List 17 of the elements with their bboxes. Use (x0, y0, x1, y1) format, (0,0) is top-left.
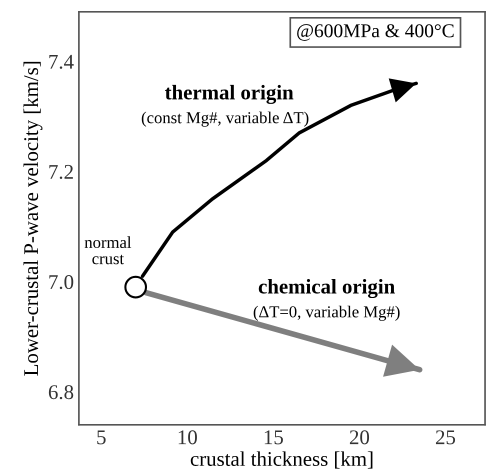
annotation: (const Mg#, variable ΔT) (142, 112, 308, 127)
y-tick-label: 7.0 (49, 275, 74, 290)
y-axis-title: Lower-crustal P-wave velocity [km/s] (23, 62, 42, 376)
annotation: @600MPa & 400°C (297, 24, 454, 41)
x-tick-label: 25 (436, 430, 456, 444)
annotation: (ΔT=0, variable Mg#) (254, 306, 400, 321)
x-axis-title: crustal thickness [km] (190, 451, 372, 469)
annotation: normal crust (84, 236, 132, 264)
x-tick-label: 10 (178, 430, 197, 444)
x-tick-label: 5 (97, 430, 106, 444)
y-tick-label: 7.2 (49, 164, 73, 180)
series-label: chemical origin (258, 278, 395, 298)
x-tick-label: 20 (350, 430, 370, 444)
y-tick-label: 6.8 (48, 385, 74, 400)
x-tick-label: 15 (264, 430, 283, 444)
series-label: thermal origin (164, 84, 294, 104)
y-tick-label: 7.4 (49, 54, 74, 69)
